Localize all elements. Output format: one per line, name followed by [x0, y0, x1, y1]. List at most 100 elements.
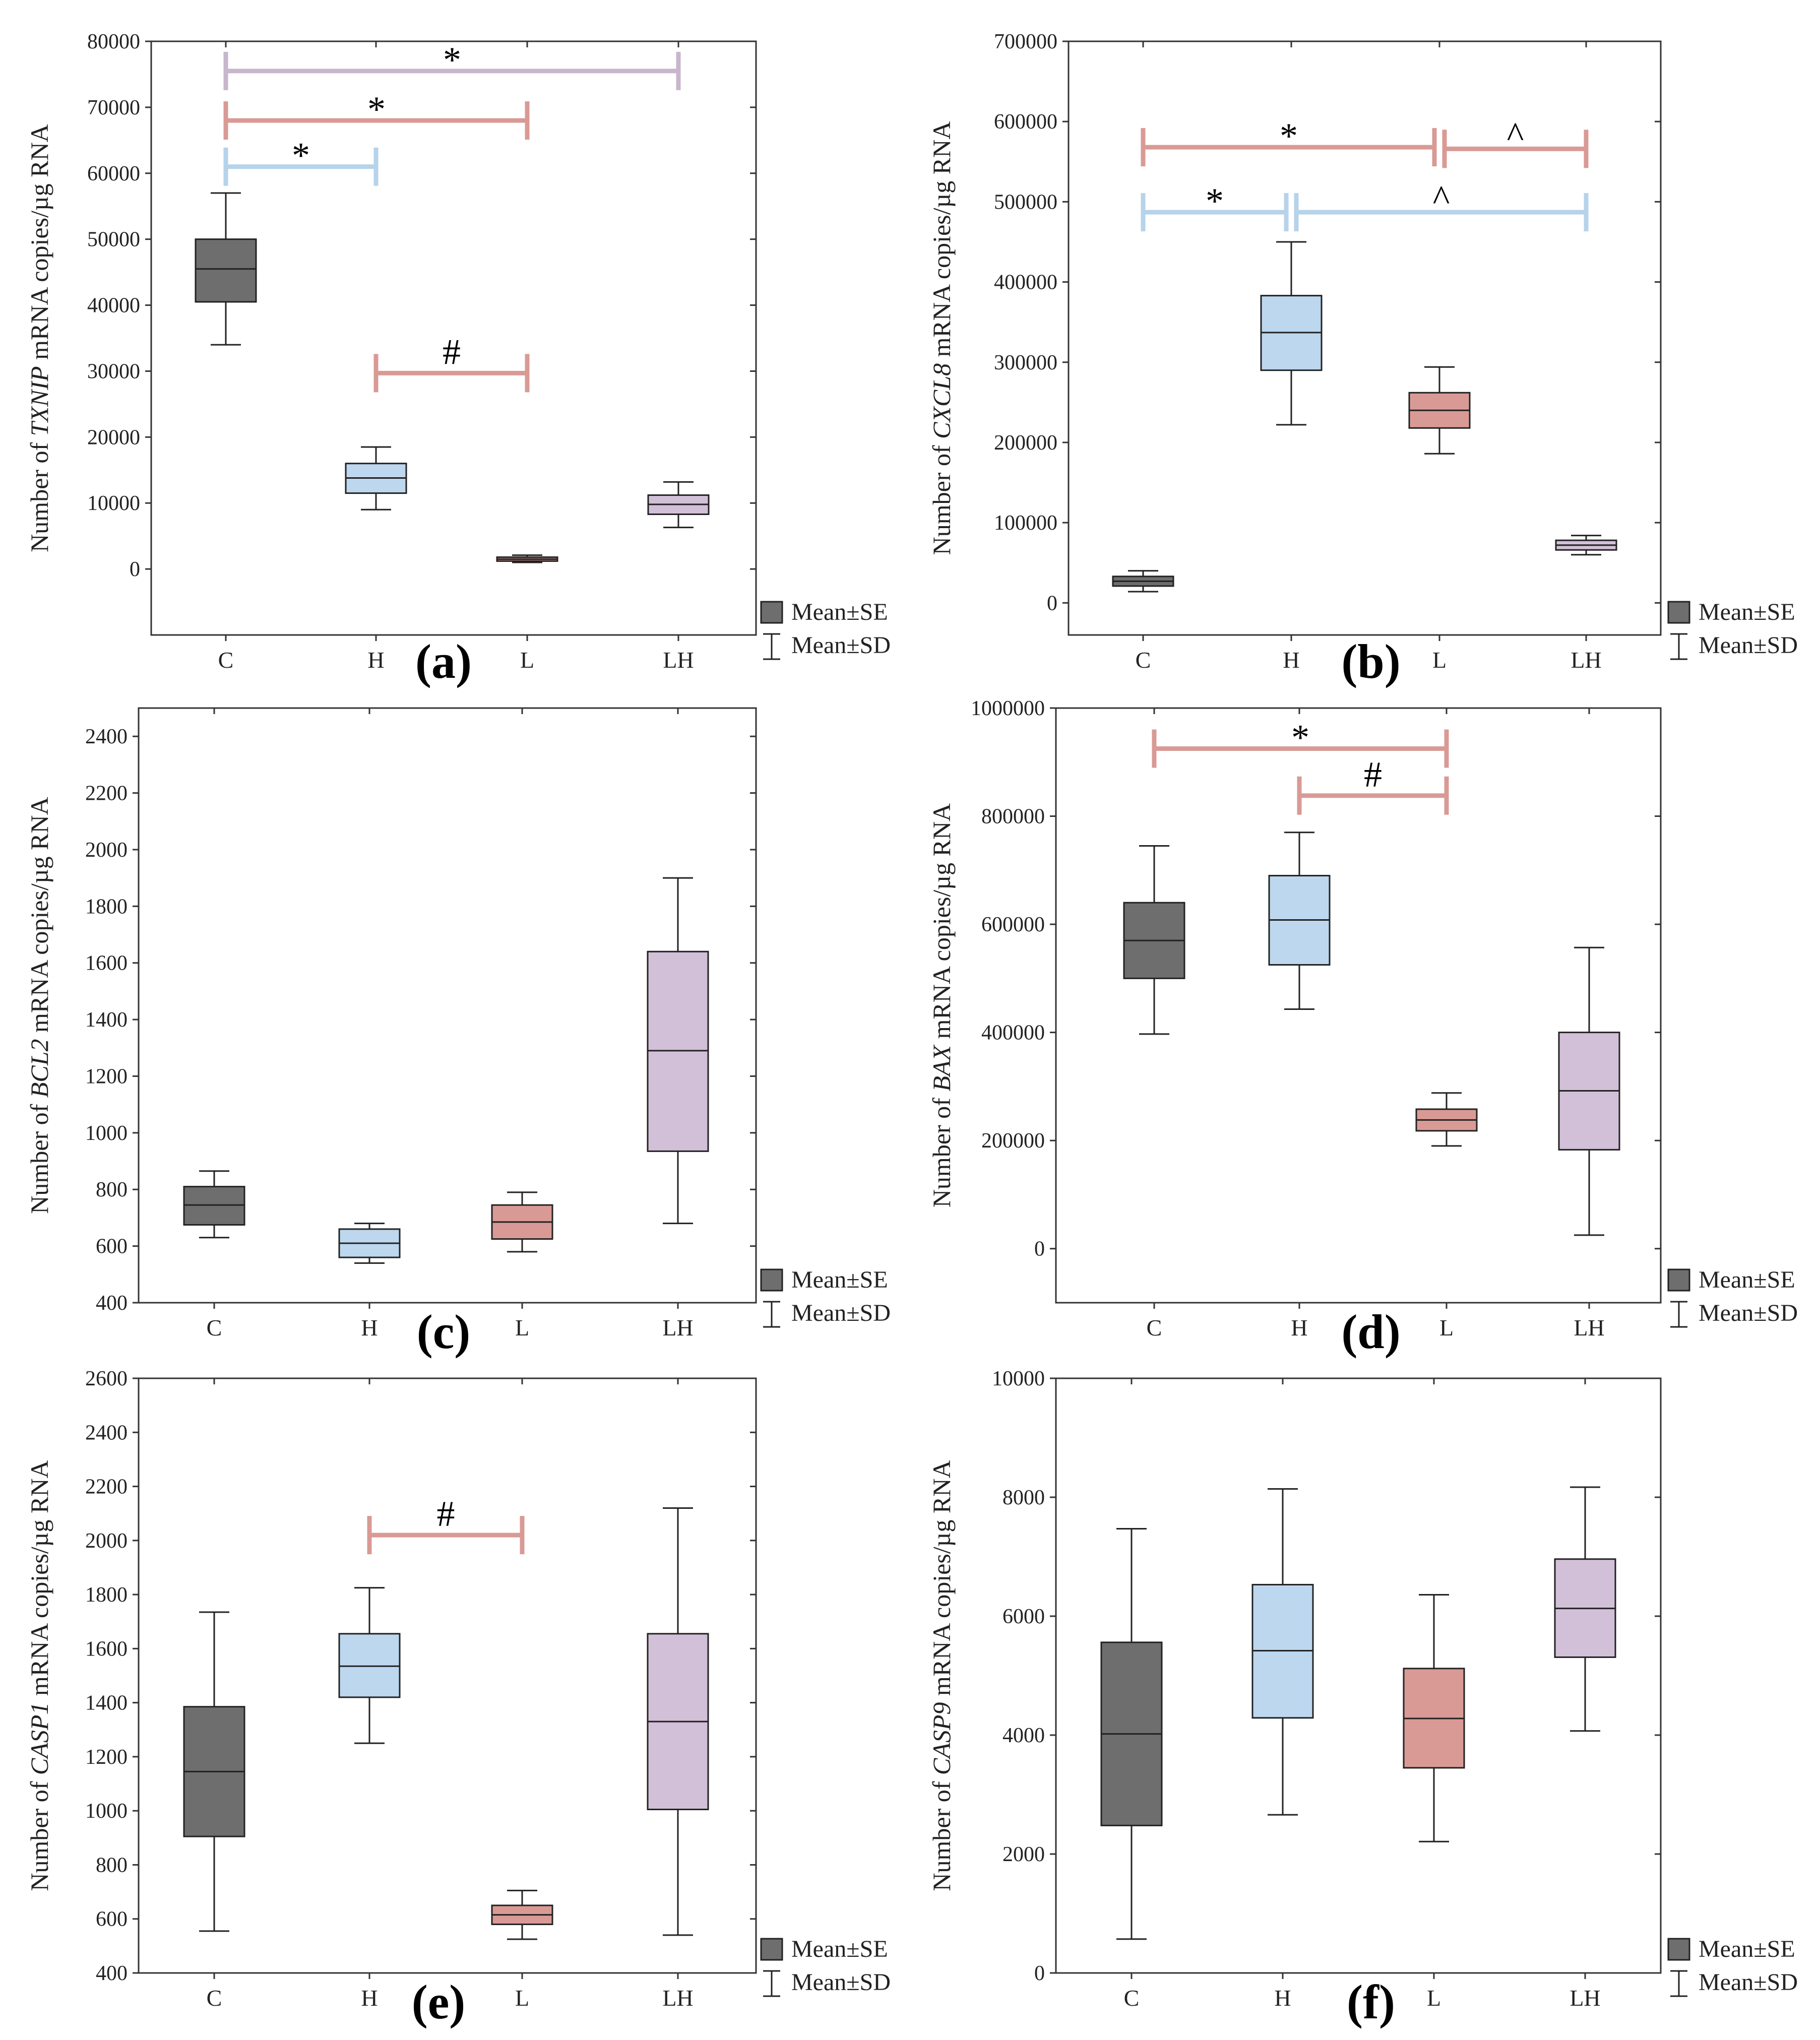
y-tick-label: 80000: [87, 30, 140, 53]
box-LH: [647, 877, 709, 1225]
y-tick-label: 1800: [85, 1583, 128, 1607]
y-axis-title-post: mRNA copies/µg RNA: [927, 803, 956, 1045]
box-LH: [1555, 535, 1617, 556]
x-category-label: L: [520, 647, 534, 673]
chart-panel-f: 0 2000 4000 6000 8000 10000 C H L LH Number of CAS…: [927, 1367, 1798, 2029]
y-axis-title-gene: CASP9: [927, 1702, 956, 1775]
legend: Mean±SE Mean±SD: [760, 1936, 891, 1997]
y-tick-label: 1400: [85, 1008, 128, 1032]
box-LH: [647, 481, 710, 529]
y-tick-label: 1600: [85, 952, 128, 975]
box-LH: [647, 1507, 709, 1936]
y-tick-label: 4000: [1002, 1724, 1045, 1747]
y-tick-label: 400000: [994, 271, 1057, 294]
y-tick-label: 30000: [87, 360, 140, 383]
x-category-label: H: [367, 647, 384, 673]
significance-symbol: *: [1291, 717, 1309, 757]
legend: Mean±SE Mean±SD: [760, 1266, 891, 1328]
y-axis-title-pre: Number of: [25, 1775, 53, 1891]
y-tick-label: 600: [96, 1235, 128, 1258]
legend: Mean±SE Mean±SD: [1667, 1936, 1798, 1997]
significance-symbol: #: [1364, 754, 1382, 795]
box-H: [1260, 241, 1323, 426]
plot-frame: [138, 1377, 757, 1974]
y-tick-label: 10000: [87, 492, 140, 515]
x-category-label: H: [361, 1315, 378, 1341]
legend-se-swatch: [1667, 601, 1690, 624]
plot-frame: [1055, 707, 1662, 1304]
x-category-label: L: [1439, 1315, 1454, 1341]
legend-se-swatch: [760, 1268, 783, 1292]
y-tick-label: 1800: [85, 895, 128, 918]
y-axis-title-pre: Number of: [25, 436, 53, 552]
plot-frame: [1055, 1377, 1662, 1974]
y-axis-title-gene: BCL2: [25, 1039, 53, 1098]
box-LH: [1558, 946, 1620, 1236]
significance-symbol: #: [437, 1494, 455, 1534]
legend: Mean±SE Mean±SD: [1667, 599, 1798, 660]
box-L: [496, 554, 558, 563]
legend-sd-label: Mean±SD: [791, 632, 891, 659]
x-category-label: C: [207, 1315, 222, 1341]
box-C: [195, 192, 257, 346]
box-C: [1123, 845, 1185, 1035]
y-tick-label: 0: [1034, 1238, 1045, 1261]
y-tick-label: 2400: [85, 1421, 128, 1444]
significance-bracket: #: [1297, 754, 1449, 815]
y-axis-title-gene: TXNIP: [25, 366, 53, 436]
chart-panel-b: 0 100000 200000 300000 400000 500000 600000 700…: [927, 30, 1798, 688]
significance-symbol: #: [443, 332, 461, 372]
y-tick-label: 600000: [994, 110, 1057, 134]
box-L: [1403, 1594, 1465, 1842]
x-category-label: LH: [1570, 1985, 1600, 2011]
y-tick-label: 800: [96, 1178, 128, 1201]
y-axis-title: Number of BCL2 mRNA copies/µg RNA: [25, 797, 53, 1214]
panel-label: (d): [1341, 1305, 1400, 1359]
y-axis-title-gene: BAX: [927, 1044, 956, 1092]
x-category-label: C: [1124, 1985, 1140, 2011]
significance-bracket: *: [223, 89, 530, 140]
y-tick-label: 2400: [85, 725, 128, 748]
y-tick-label: 1200: [85, 1746, 128, 1769]
x-category-label: H: [1283, 647, 1299, 673]
y-tick-label: 700000: [994, 30, 1057, 53]
significance-symbol: *: [1206, 181, 1224, 221]
plot-frame: [1068, 40, 1662, 636]
box-LH: [1554, 1486, 1616, 1732]
y-tick-label: 1000000: [971, 697, 1045, 720]
y-axis-title: Number of CASP9 mRNA copies/µg RNA: [927, 1460, 956, 1891]
legend-se-label: Mean±SE: [1699, 1266, 1795, 1293]
box-H: [345, 446, 407, 511]
x-category-label: LH: [663, 647, 694, 673]
legend-se-label: Mean±SE: [791, 1266, 888, 1293]
box-L: [491, 1191, 553, 1253]
significance-bracket: *: [223, 40, 681, 90]
y-tick-label: 600000: [981, 913, 1045, 936]
significance-bracket: *: [1141, 181, 1289, 232]
plot-frame: [138, 707, 757, 1304]
y-axis-title: Number of CASP1 mRNA copies/µg RNA: [25, 1460, 53, 1891]
y-tick-label: 2200: [85, 1476, 128, 1499]
box-L: [1408, 366, 1471, 455]
y-axis-title-pre: Number of: [927, 1775, 956, 1891]
y-tick-label: 60000: [87, 162, 140, 185]
y-tick-label: 1600: [85, 1637, 128, 1661]
y-tick-label: 800000: [981, 805, 1045, 828]
y-tick-label: 400: [96, 1962, 128, 1985]
significance-bracket: ^: [1294, 178, 1589, 232]
y-axis-title-pre: Number of: [25, 1098, 53, 1214]
significance-bracket: *: [1141, 116, 1437, 167]
y-tick-label: 800: [96, 1854, 128, 1877]
significance-bracket: *: [1152, 717, 1449, 768]
y-axis-title-post: mRNA copies/µg RNA: [927, 1460, 956, 1702]
panel-label: (a): [415, 634, 472, 688]
plot-frame: [150, 40, 757, 636]
y-tick-label: 100000: [994, 512, 1057, 535]
x-category-label: LH: [1574, 1315, 1604, 1341]
significance-symbol: *: [1280, 116, 1298, 156]
significance-bracket: *: [223, 136, 379, 186]
x-category-label: H: [1291, 1315, 1307, 1341]
significance-symbol: ^: [1433, 178, 1450, 218]
se-box: [195, 238, 257, 303]
